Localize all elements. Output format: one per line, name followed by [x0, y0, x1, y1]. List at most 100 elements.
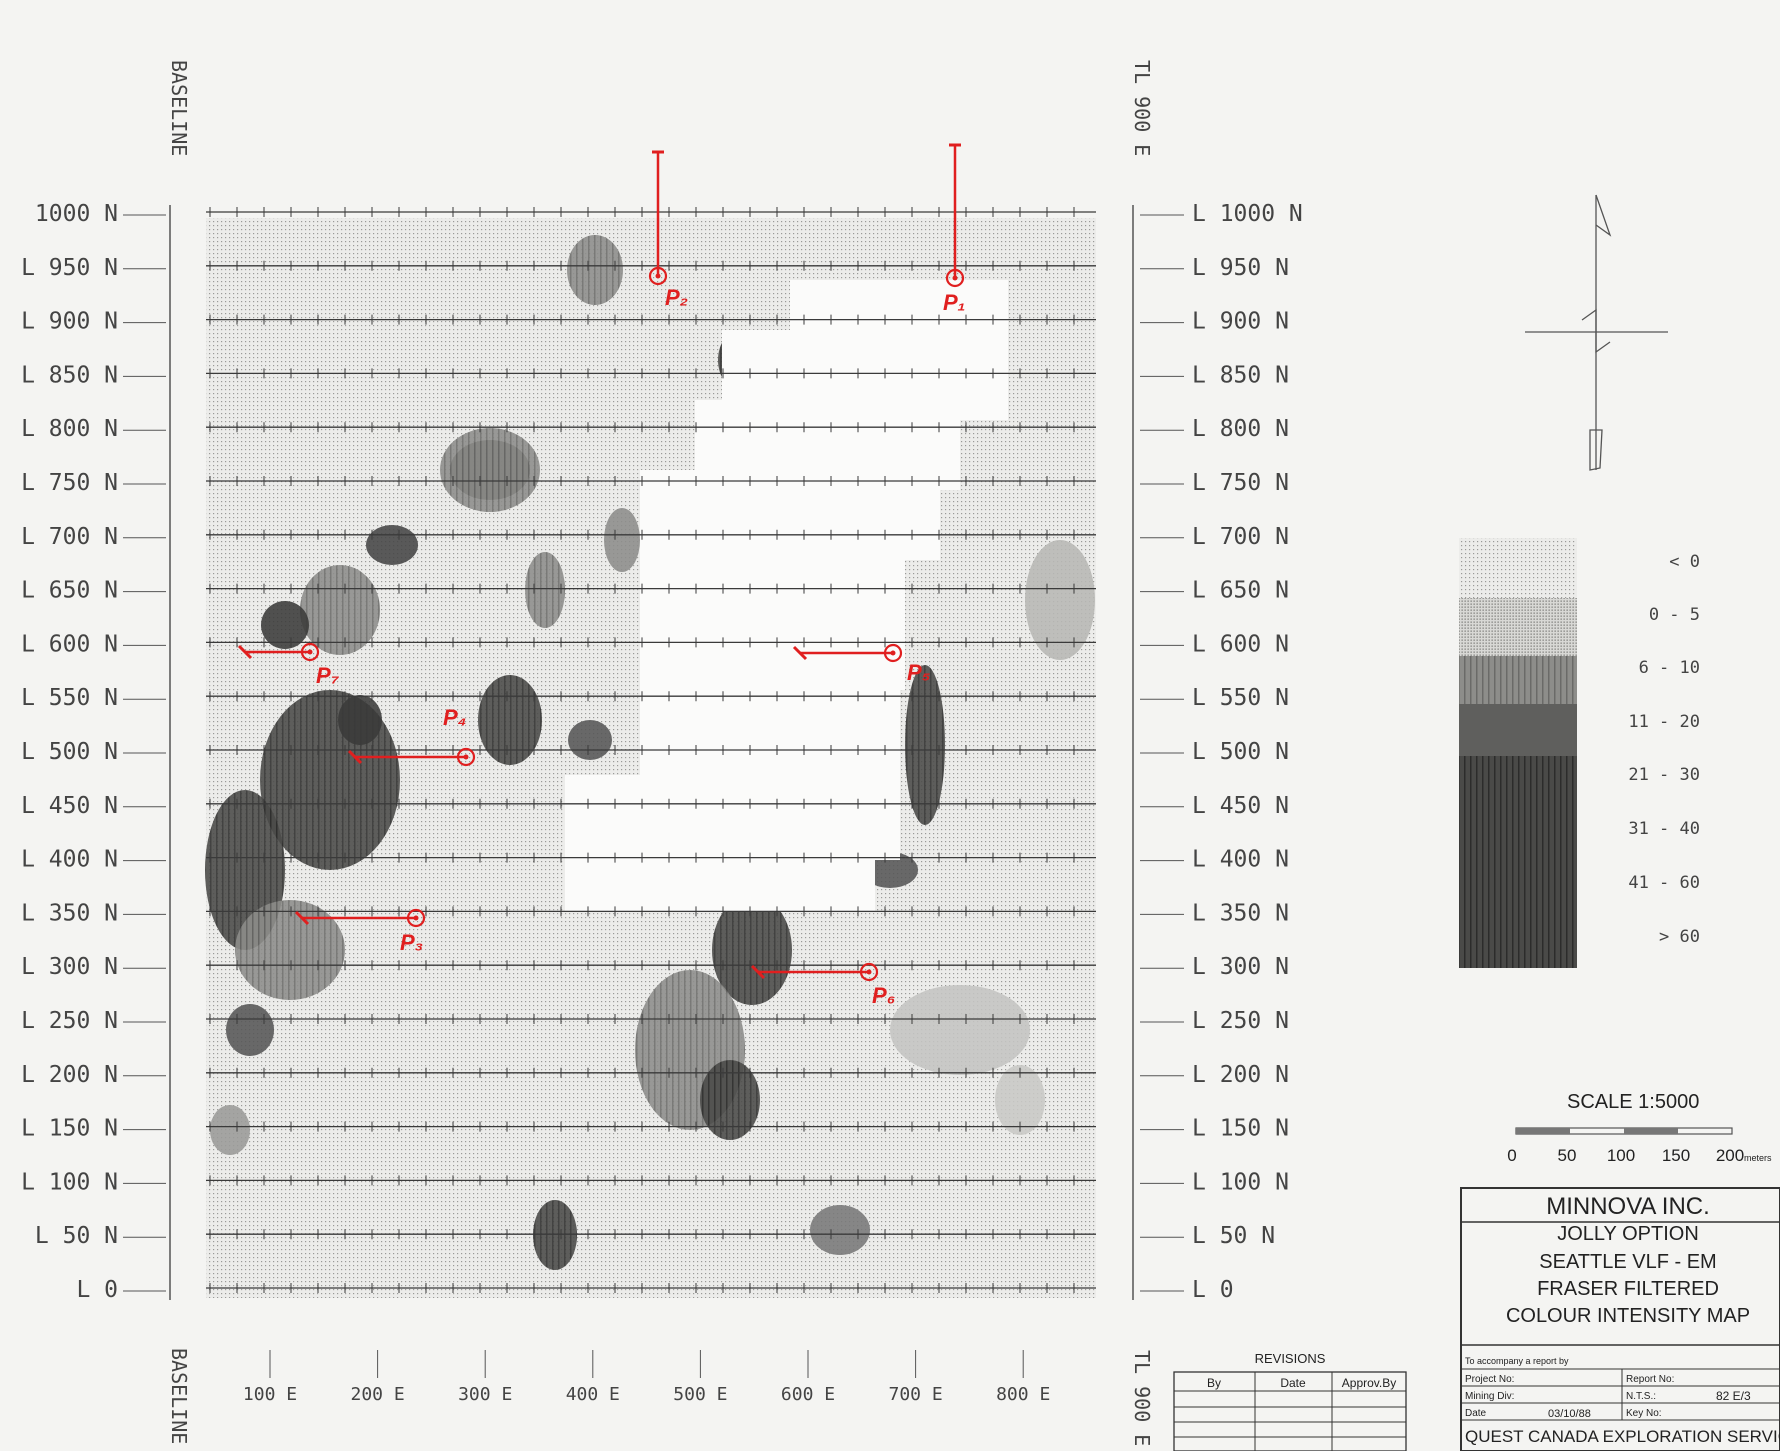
date-label: Date: [1465, 1408, 1487, 1419]
nts-value: 82 E/3: [1716, 1389, 1751, 1403]
line-label-right: L 800 N: [1192, 416, 1289, 442]
line-label-left: L 150 N: [21, 1116, 118, 1142]
point-p7: P₇: [237, 642, 340, 688]
point-p3: P₃: [294, 908, 426, 955]
line-label-right: L 100 N: [1192, 1169, 1289, 1195]
scale-label: SCALE 1:5000: [1567, 1091, 1699, 1113]
station-label: 600 E: [781, 1384, 835, 1405]
annotation-points: P₁ P₂ P₃ P₄ P₅ P₆ P₇: [237, 143, 965, 1008]
date-value: 03/10/88: [1548, 1408, 1591, 1420]
point-p5: P₅: [792, 643, 931, 685]
line-label-right: L 850 N: [1192, 362, 1289, 388]
revisions-header-approv: Approv.By: [1342, 1376, 1396, 1390]
anomaly-blob: [568, 720, 612, 760]
line-label-right: L 550 N: [1192, 685, 1289, 711]
line-label-left: L 550 N: [21, 685, 118, 711]
legend-label: 21 - 30: [1628, 765, 1700, 785]
legend-label: 31 - 40: [1628, 819, 1700, 839]
tieline-label-top: TL 900 E: [1130, 60, 1154, 156]
scale-unit: meters: [1744, 1153, 1772, 1163]
line-label-right: L 0: [1192, 1277, 1234, 1303]
anomaly-blob: [995, 1065, 1045, 1135]
anomaly-blob: [810, 1205, 870, 1255]
title-line-2: SEATTLE VLF - EM: [1539, 1251, 1716, 1273]
anomaly-blob: [1025, 540, 1095, 660]
project-no-label: Project No:: [1465, 1374, 1514, 1385]
scale-tick-label: 0: [1507, 1146, 1516, 1165]
legend: < 0 0 - 5 6 - 10 11 - 20 21 - 30 31 - 40 41 - …: [1459, 538, 1700, 968]
station-label: 700 E: [889, 1384, 943, 1405]
line-label-left: L 750 N: [21, 470, 118, 496]
line-label-left: L 0: [76, 1277, 118, 1303]
unsurveyed-area: [565, 280, 1008, 912]
anomaly-blob: [862, 852, 918, 888]
legend-label: > 60: [1659, 927, 1700, 947]
title-line-3: FRASER FILTERED: [1537, 1278, 1719, 1300]
legend-label: 6 - 10: [1639, 658, 1700, 678]
anomaly-blob: [261, 601, 309, 649]
title-line-4: COLOUR INTENSITY MAP: [1506, 1305, 1750, 1327]
scale-tick-label: 100: [1607, 1146, 1635, 1165]
legend-label: < 0: [1669, 552, 1700, 572]
scale-tick-label: 200: [1716, 1146, 1744, 1165]
title-block: MINNOVA INC. JOLLY OPTION SEATTLE VLF - …: [1460, 1187, 1780, 1451]
scale-tick-label: 50: [1558, 1146, 1577, 1165]
baseline-label-bottom: BASELINE: [167, 1348, 191, 1444]
line-label-left: L 850 N: [21, 362, 118, 388]
anomaly-blob: [712, 895, 792, 1005]
line-label-left: L 950 N: [21, 255, 118, 281]
anomaly-blob: [300, 565, 380, 655]
anomaly-layer: [205, 235, 1095, 1270]
contractor-name: QUEST CANADA EXPLORATION SERVICES INC.: [1465, 1427, 1780, 1446]
anomaly-blob: [604, 508, 640, 572]
north-arrow-icon: [1525, 194, 1668, 471]
line-label-right: L 500 N: [1192, 739, 1289, 765]
line-label-right: L 750 N: [1192, 470, 1289, 496]
legend-label: 11 - 20: [1628, 712, 1700, 732]
axis-labels: 1000 N L 1000 N L 950 N L 950 N L 900 N L 900…: [21, 201, 1303, 1405]
legend-bin-0: [1459, 538, 1577, 598]
baseline-label-top: BASELINE: [167, 60, 191, 156]
point-p6: P₆: [750, 962, 896, 1008]
legend-bin-2: [1459, 656, 1577, 704]
line-label-left: L 900 N: [21, 309, 118, 335]
anomaly-blob: [226, 1004, 274, 1056]
nts-label: N.T.S.:: [1626, 1391, 1656, 1402]
line-label-right: L 50 N: [1192, 1223, 1275, 1249]
point-label: P₂: [665, 285, 688, 310]
line-label-right: L 200 N: [1192, 1062, 1289, 1088]
point-p2: P₂: [648, 150, 688, 310]
line-label-left: L 400 N: [21, 847, 118, 873]
scale-tick-label: 150: [1662, 1146, 1690, 1165]
station-label: 400 E: [566, 1384, 620, 1405]
report-no-label: Report No:: [1626, 1374, 1674, 1385]
anomaly-blob: [567, 235, 623, 305]
revisions-header-by: By: [1207, 1376, 1221, 1390]
line-label-left: L 450 N: [21, 793, 118, 819]
line-label-left: L 650 N: [21, 578, 118, 604]
line-label-right: L 400 N: [1192, 847, 1289, 873]
anomaly-blob: [235, 900, 345, 1000]
scale-bar: SCALE 1:5000 0 50 100 150 200 meters: [1507, 1091, 1772, 1165]
line-label-right: L 950 N: [1192, 255, 1289, 281]
legend-bin-4: [1459, 756, 1577, 968]
line-label-right: L 650 N: [1192, 578, 1289, 604]
anomaly-blob: [366, 525, 418, 565]
legend-bin-3: [1459, 704, 1577, 756]
mining-div-label: Mining Div:: [1465, 1391, 1514, 1402]
point-label: P₅: [907, 660, 931, 685]
station-label: 800 E: [996, 1384, 1050, 1405]
survey-grid: [123, 207, 1184, 1293]
revisions-title: REVISIONS: [1255, 1351, 1326, 1366]
revisions-table: REVISIONS By Date Approv.By: [1173, 1351, 1407, 1451]
station-label: 100 E: [243, 1384, 297, 1405]
point-label: P₁: [943, 290, 965, 315]
legend-label: 0 - 5: [1649, 605, 1700, 625]
point-label: P₆: [872, 983, 896, 1008]
company-name: MINNOVA INC.: [1546, 1193, 1710, 1220]
line-label-left: L 100 N: [21, 1169, 118, 1195]
station-label: 300 E: [458, 1384, 512, 1405]
point-label: P₇: [316, 663, 340, 688]
